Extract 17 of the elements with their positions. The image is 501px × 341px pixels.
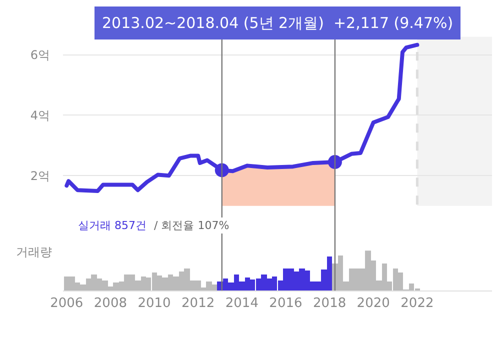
x-tick-label: 2008 bbox=[94, 296, 127, 312]
x-tick-label: 2010 bbox=[138, 296, 171, 312]
y-tick-label: 4억 bbox=[30, 108, 50, 122]
x-tick-label: 2006 bbox=[50, 296, 84, 312]
x-tick-label: 2018 bbox=[313, 296, 346, 312]
x-tick-label: 2022 bbox=[400, 296, 434, 312]
x-tick-label: 2020 bbox=[356, 296, 390, 312]
text: / 회전율 107% bbox=[154, 219, 230, 232]
x-tick-label: 2012 bbox=[182, 296, 215, 312]
x-tick-label: 2014 bbox=[225, 296, 258, 312]
text: 2013.02~2018.04 (5년 2개월) +2,117 (9.47%) bbox=[102, 14, 454, 32]
x-tick-label: 2016 bbox=[269, 296, 302, 312]
y-axis-title: 거래량 bbox=[16, 245, 52, 259]
y-tick-label: 2억 bbox=[30, 168, 50, 183]
y-tick-label: 6억 bbox=[30, 48, 50, 62]
line-series bbox=[64, 42, 420, 194]
text: 실거래 857건 bbox=[78, 219, 146, 232]
